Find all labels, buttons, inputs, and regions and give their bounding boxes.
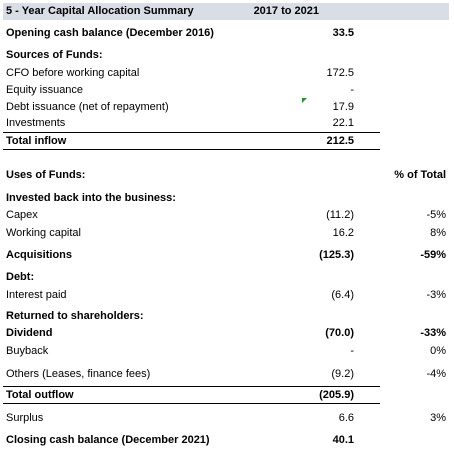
- closing-row: Closing cash balance (December 2021) 40.…: [3, 432, 449, 448]
- working-capital-value: 16.2: [332, 227, 354, 239]
- acquisitions-label: Acquisitions: [6, 249, 73, 261]
- source-label: Debt issuance (net of repayment): [6, 101, 169, 113]
- surplus-value: 6.6: [338, 412, 354, 424]
- source-label: CFO before working capital: [6, 67, 140, 79]
- capex-pct: -5%: [426, 209, 446, 221]
- capex-value: (11.2): [326, 209, 354, 221]
- closing-label: Closing cash balance (December 2021): [6, 434, 210, 446]
- interest-label: Interest paid: [6, 289, 67, 301]
- source-label: Investments: [6, 117, 66, 129]
- table-row: Interest paid (6.4) -3%: [3, 287, 449, 303]
- table-row: Buyback - 0%: [3, 343, 449, 359]
- buyback-label: Buyback: [6, 345, 49, 357]
- returned-heading: Returned to shareholders:: [6, 310, 144, 322]
- table-header: 5 - Year Capital Allocation Summary 2017…: [3, 3, 449, 20]
- sources-heading-row: Sources of Funds:: [3, 47, 449, 63]
- interest-value: (6.4): [331, 289, 354, 301]
- acquisitions-value: (125.3): [319, 249, 354, 261]
- dividend-value: (70.0): [325, 327, 354, 339]
- dividend-label: Dividend: [6, 327, 53, 339]
- table-row: Investments 22.1: [3, 115, 449, 131]
- debt-heading-row: Debt:: [3, 269, 449, 285]
- total-inflow-value: 212.5: [326, 135, 354, 147]
- debt-heading: Debt:: [6, 271, 35, 283]
- working-capital-pct: 8%: [430, 227, 446, 239]
- opening-row: Opening cash balance (December 2016) 33.…: [3, 25, 449, 41]
- divider: [3, 386, 380, 387]
- cell-comment-marker[interactable]: [302, 98, 307, 103]
- surplus-label: Surplus: [6, 412, 44, 424]
- others-pct: -4%: [426, 368, 446, 380]
- period-label: 2017 to 2021: [253, 5, 319, 17]
- invested-heading-row: Invested back into the business:: [3, 190, 449, 206]
- uses-heading: Uses of Funds:: [6, 169, 86, 181]
- table-row: Others (Leases, finance fees) (9.2) -4%: [3, 366, 449, 382]
- closing-value: 40.1: [332, 434, 354, 446]
- buyback-value: -: [350, 345, 354, 357]
- returned-heading-row: Returned to shareholders:: [3, 308, 449, 324]
- total-outflow-label: Total outflow: [6, 389, 74, 401]
- others-value: (9.2): [331, 368, 354, 380]
- sources-heading: Sources of Funds:: [6, 49, 103, 61]
- divider: [3, 149, 380, 150]
- dividend-pct: -33%: [420, 327, 446, 339]
- table-row: CFO before working capital 172.5: [3, 65, 449, 81]
- source-value: 22.1: [332, 117, 354, 129]
- divider: [3, 132, 380, 133]
- source-label: Equity issuance: [6, 84, 84, 96]
- acquisitions-pct: -59%: [420, 249, 446, 261]
- uses-heading-row: Uses of Funds: % of Total: [3, 167, 449, 183]
- opening-value: 33.5: [332, 27, 354, 39]
- opening-label: Opening cash balance (December 2016): [6, 27, 214, 39]
- table-row: Capex (11.2) -5%: [3, 207, 449, 223]
- buyback-pct: 0%: [430, 345, 446, 357]
- total-outflow-row: Total outflow (205.9): [3, 387, 449, 403]
- source-value: 172.5: [326, 67, 354, 79]
- pct-header: % of Total: [394, 169, 446, 181]
- total-inflow-label: Total inflow: [6, 135, 67, 147]
- interest-pct: -3%: [426, 289, 446, 301]
- table-row: Equity issuance -: [3, 82, 449, 98]
- others-label: Others (Leases, finance fees): [6, 368, 151, 380]
- invested-heading: Invested back into the business:: [6, 192, 176, 204]
- source-value: 17.9: [332, 101, 354, 113]
- table-row: Debt issuance (net of repayment) 17.9: [3, 99, 449, 115]
- surplus-row: Surplus 6.6 3%: [3, 410, 449, 426]
- capex-label: Capex: [6, 209, 38, 221]
- table-row: Dividend (70.0) -33%: [3, 325, 449, 341]
- total-outflow-value: (205.9): [319, 389, 354, 401]
- table-row: Acquisitions (125.3) -59%: [3, 247, 449, 263]
- table-row: Working capital 16.2 8%: [3, 225, 449, 241]
- total-inflow-row: Total inflow 212.5: [3, 133, 449, 149]
- working-capital-label: Working capital: [6, 227, 81, 239]
- summary-title: 5 - Year Capital Allocation Summary: [6, 5, 194, 17]
- source-value: -: [350, 84, 354, 96]
- divider: [3, 403, 380, 404]
- surplus-pct: 3%: [430, 412, 446, 424]
